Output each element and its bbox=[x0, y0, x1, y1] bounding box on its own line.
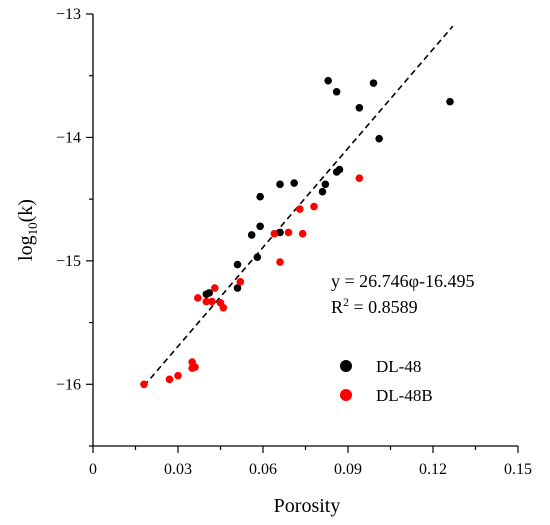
data-point-dl-48b bbox=[276, 258, 284, 266]
data-point-dl-48 bbox=[256, 222, 264, 231]
x-axis-title: Porosity bbox=[274, 495, 341, 517]
y-tick-label: −13 bbox=[56, 6, 81, 23]
data-point-dl-48 bbox=[276, 228, 284, 237]
y-axis-title-subscript: 10 bbox=[25, 222, 40, 235]
y-axis-title: log10(k) bbox=[15, 199, 40, 261]
series-dl-48b-points bbox=[140, 174, 364, 389]
r-squared-main: R bbox=[331, 297, 343, 317]
y-axis-title-tail: (k) bbox=[15, 199, 37, 222]
legend-marker-dl-48b bbox=[340, 389, 352, 401]
series-dl-48-points bbox=[202, 76, 454, 298]
data-point-dl-48 bbox=[233, 260, 242, 269]
data-point-dl-48 bbox=[253, 253, 262, 261]
data-point-dl-48b bbox=[219, 303, 228, 312]
data-point-dl-48b bbox=[140, 380, 148, 389]
legend: DL-48 DL-48B bbox=[340, 357, 433, 405]
data-point-dl-48 bbox=[205, 289, 213, 297]
data-point-dl-48b bbox=[202, 297, 211, 306]
data-point-dl-48b bbox=[174, 371, 182, 380]
data-point-dl-48 bbox=[446, 97, 454, 106]
y-axis-title-main: log bbox=[15, 235, 37, 261]
x-tick-label: 0.06 bbox=[249, 461, 277, 478]
r-squared: R2 = 0.8589 bbox=[331, 295, 418, 317]
y-tick-label: −15 bbox=[56, 253, 81, 270]
y-tick-label: −14 bbox=[56, 129, 81, 146]
data-point-dl-48 bbox=[247, 231, 256, 239]
x-tick-label: 0 bbox=[89, 461, 97, 478]
data-point-dl-48b bbox=[165, 375, 174, 384]
fit-equation: y = 26.746φ-16.495 bbox=[331, 271, 475, 291]
data-point-dl-48 bbox=[256, 192, 264, 201]
data-point-dl-48b bbox=[236, 278, 245, 286]
legend-label-dl-48: DL-48 bbox=[376, 357, 421, 376]
data-point-dl-48 bbox=[276, 180, 284, 189]
data-point-dl-48b bbox=[298, 229, 307, 238]
data-point-dl-48b bbox=[211, 284, 219, 292]
x-tick-label: 0.09 bbox=[334, 461, 362, 478]
legend-marker-dl-48 bbox=[340, 360, 352, 372]
r-squared-value: = 0.8589 bbox=[349, 297, 418, 317]
x-ticks: 0 0.03 0.06 0.09 0.12 0.15 bbox=[89, 446, 532, 478]
legend-label-dl-48b: DL-48B bbox=[376, 386, 433, 405]
data-point-dl-48b bbox=[310, 202, 318, 211]
data-point-dl-48 bbox=[321, 180, 330, 189]
x-tick-label: 0.03 bbox=[164, 461, 192, 478]
data-point-dl-48 bbox=[369, 79, 378, 87]
data-point-dl-48b bbox=[208, 297, 216, 306]
data-point-dl-48b bbox=[284, 228, 293, 237]
data-point-dl-48 bbox=[233, 284, 242, 292]
axes bbox=[92, 14, 518, 447]
data-point-dl-48 bbox=[332, 87, 341, 96]
data-point-dl-48b bbox=[296, 205, 304, 213]
y-ticks: −16 −15 −14 −13 bbox=[56, 6, 93, 447]
x-tick-label: 0.12 bbox=[419, 461, 447, 478]
data-point-dl-48 bbox=[355, 104, 364, 112]
data-point-dl-48 bbox=[318, 187, 327, 196]
y-tick-label: −16 bbox=[56, 376, 81, 393]
data-point-dl-48b bbox=[355, 174, 364, 182]
data-point-dl-48b bbox=[270, 229, 279, 238]
r-squared-superscript: 2 bbox=[343, 295, 349, 309]
data-point-dl-48b bbox=[194, 294, 202, 302]
data-point-dl-48b bbox=[191, 363, 199, 371]
data-point-dl-48 bbox=[375, 134, 383, 143]
data-point-dl-48 bbox=[290, 179, 298, 187]
data-point-dl-48 bbox=[324, 76, 332, 85]
data-point-dl-48 bbox=[335, 165, 344, 174]
x-tick-label: 0.15 bbox=[504, 461, 532, 478]
regression-line bbox=[143, 25, 454, 387]
